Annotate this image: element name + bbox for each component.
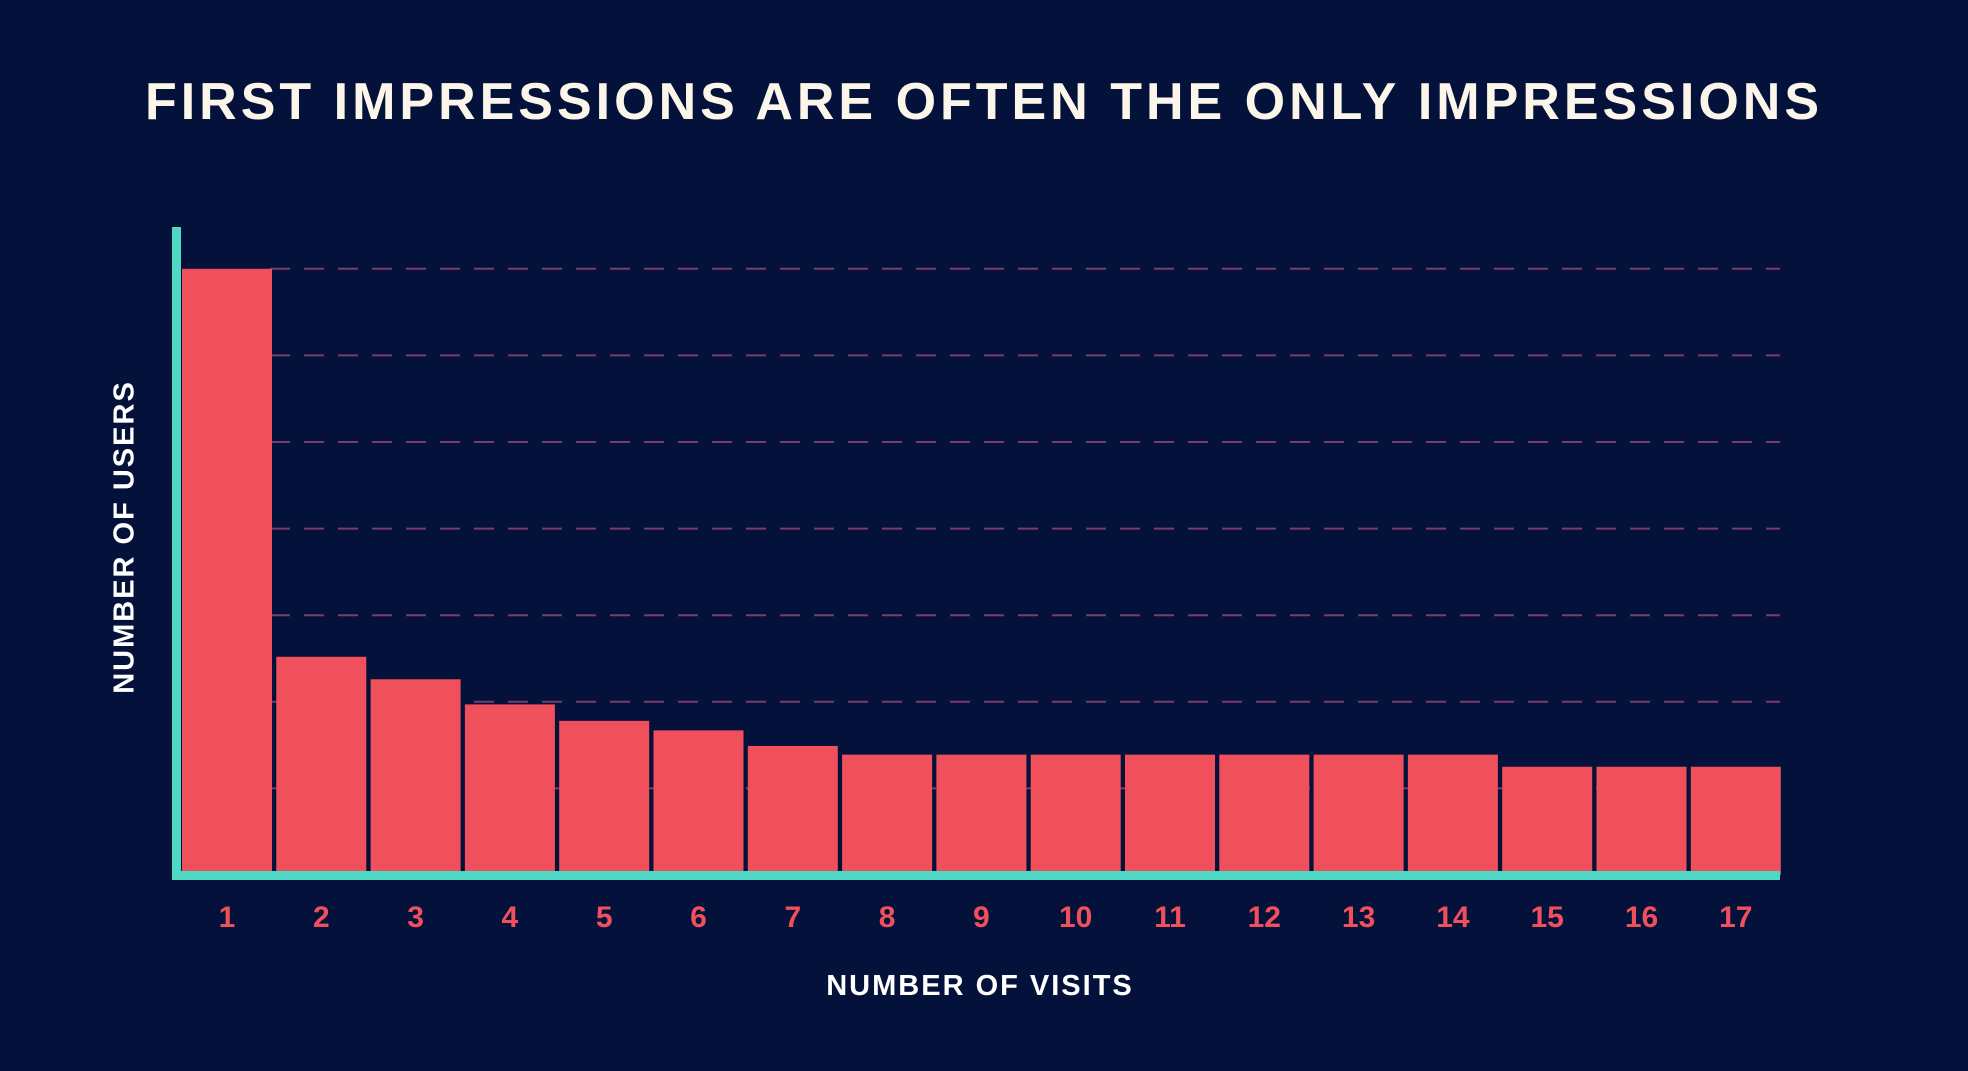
x-tick-label: 2 [313,901,330,934]
bar [1313,754,1404,875]
bar [1596,766,1687,875]
bar [653,730,744,875]
x-tick-label: 13 [1342,901,1375,934]
bar [1219,754,1310,875]
y-axis-line [172,227,181,879]
x-tick-label: 8 [879,901,896,934]
x-tick-label: 7 [784,901,801,934]
x-tick-label: 10 [1059,901,1092,934]
x-axis-label: NUMBER OF VISITS [826,970,1134,1002]
x-tick-label: 12 [1248,901,1281,934]
x-tick-label: 11 [1154,901,1186,934]
bar [1125,754,1215,875]
bar [464,704,555,875]
x-tick-label: 1 [219,901,236,934]
bar [1030,754,1121,875]
x-tick-label: 3 [407,901,424,934]
x-axis-line [172,871,1780,880]
chart-title: FIRST IMPRESSIONS ARE OFTEN THE ONLY IMP… [144,73,1824,131]
bar [1690,766,1781,875]
x-tick-label: 6 [690,901,707,934]
x-tick-label: 14 [1436,901,1470,934]
x-tick-label: 5 [596,901,613,934]
x-tick-label: 4 [502,901,519,934]
bar [1502,766,1593,875]
bar [182,268,272,875]
bar [936,754,1027,875]
x-tick-label: 15 [1531,901,1564,934]
bar [842,754,933,875]
x-tick-label: 16 [1625,901,1658,934]
bar [276,656,367,875]
x-tick-label: 9 [973,901,990,934]
x-tick-label: 17 [1719,901,1752,934]
bar [747,745,838,875]
bar [559,720,650,875]
bar [370,679,461,875]
bar [1407,754,1498,875]
